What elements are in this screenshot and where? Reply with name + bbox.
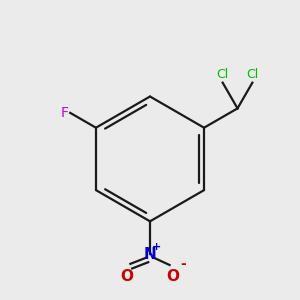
Text: -: - xyxy=(180,257,186,271)
Text: O: O xyxy=(167,269,180,284)
Text: Cl: Cl xyxy=(217,68,229,81)
Text: Cl: Cl xyxy=(246,68,259,81)
Text: F: F xyxy=(61,106,69,120)
Text: N: N xyxy=(144,247,156,262)
Text: O: O xyxy=(120,269,133,284)
Text: +: + xyxy=(152,242,161,253)
